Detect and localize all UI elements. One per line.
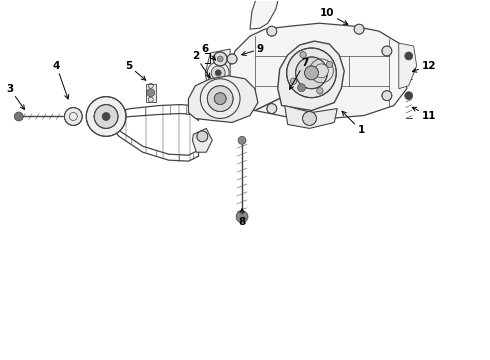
Circle shape: [213, 52, 227, 66]
Circle shape: [102, 113, 110, 121]
Polygon shape: [278, 41, 344, 111]
Text: 2: 2: [192, 51, 210, 77]
Circle shape: [405, 52, 413, 60]
Text: 3: 3: [6, 84, 25, 109]
Polygon shape: [228, 23, 407, 118]
Circle shape: [215, 70, 221, 76]
Polygon shape: [285, 105, 337, 129]
Text: 10: 10: [320, 8, 348, 24]
Circle shape: [382, 46, 392, 56]
Circle shape: [354, 24, 364, 34]
Circle shape: [217, 56, 223, 62]
Circle shape: [297, 84, 306, 92]
Polygon shape: [399, 43, 416, 89]
Text: 11: 11: [412, 107, 436, 121]
Text: 1: 1: [342, 111, 365, 135]
Circle shape: [147, 89, 155, 96]
Polygon shape: [193, 129, 212, 152]
Circle shape: [326, 61, 333, 68]
Circle shape: [227, 54, 237, 64]
Circle shape: [267, 26, 277, 36]
Text: 4: 4: [53, 61, 69, 99]
Circle shape: [315, 64, 328, 78]
Polygon shape: [189, 76, 258, 122]
Circle shape: [238, 136, 246, 144]
Circle shape: [305, 66, 318, 80]
Circle shape: [86, 96, 126, 136]
Text: 5: 5: [125, 61, 146, 80]
Polygon shape: [250, 0, 280, 29]
Circle shape: [14, 112, 23, 121]
Text: 12: 12: [413, 61, 436, 72]
Circle shape: [290, 78, 296, 84]
Circle shape: [405, 92, 413, 100]
Text: 9: 9: [242, 44, 264, 55]
Circle shape: [382, 91, 392, 100]
Circle shape: [267, 104, 277, 113]
Circle shape: [94, 105, 118, 129]
Circle shape: [236, 211, 248, 223]
Circle shape: [197, 131, 208, 142]
Circle shape: [214, 93, 226, 105]
Circle shape: [302, 112, 317, 125]
Circle shape: [295, 57, 327, 89]
Polygon shape: [205, 49, 230, 103]
Circle shape: [287, 48, 336, 98]
Circle shape: [317, 87, 323, 94]
Polygon shape: [146, 84, 156, 102]
Circle shape: [207, 86, 233, 112]
Circle shape: [64, 108, 82, 125]
Text: 7: 7: [290, 58, 308, 89]
Circle shape: [211, 66, 225, 80]
Text: 6: 6: [202, 44, 216, 60]
Text: 8: 8: [239, 209, 245, 227]
Circle shape: [300, 52, 306, 58]
